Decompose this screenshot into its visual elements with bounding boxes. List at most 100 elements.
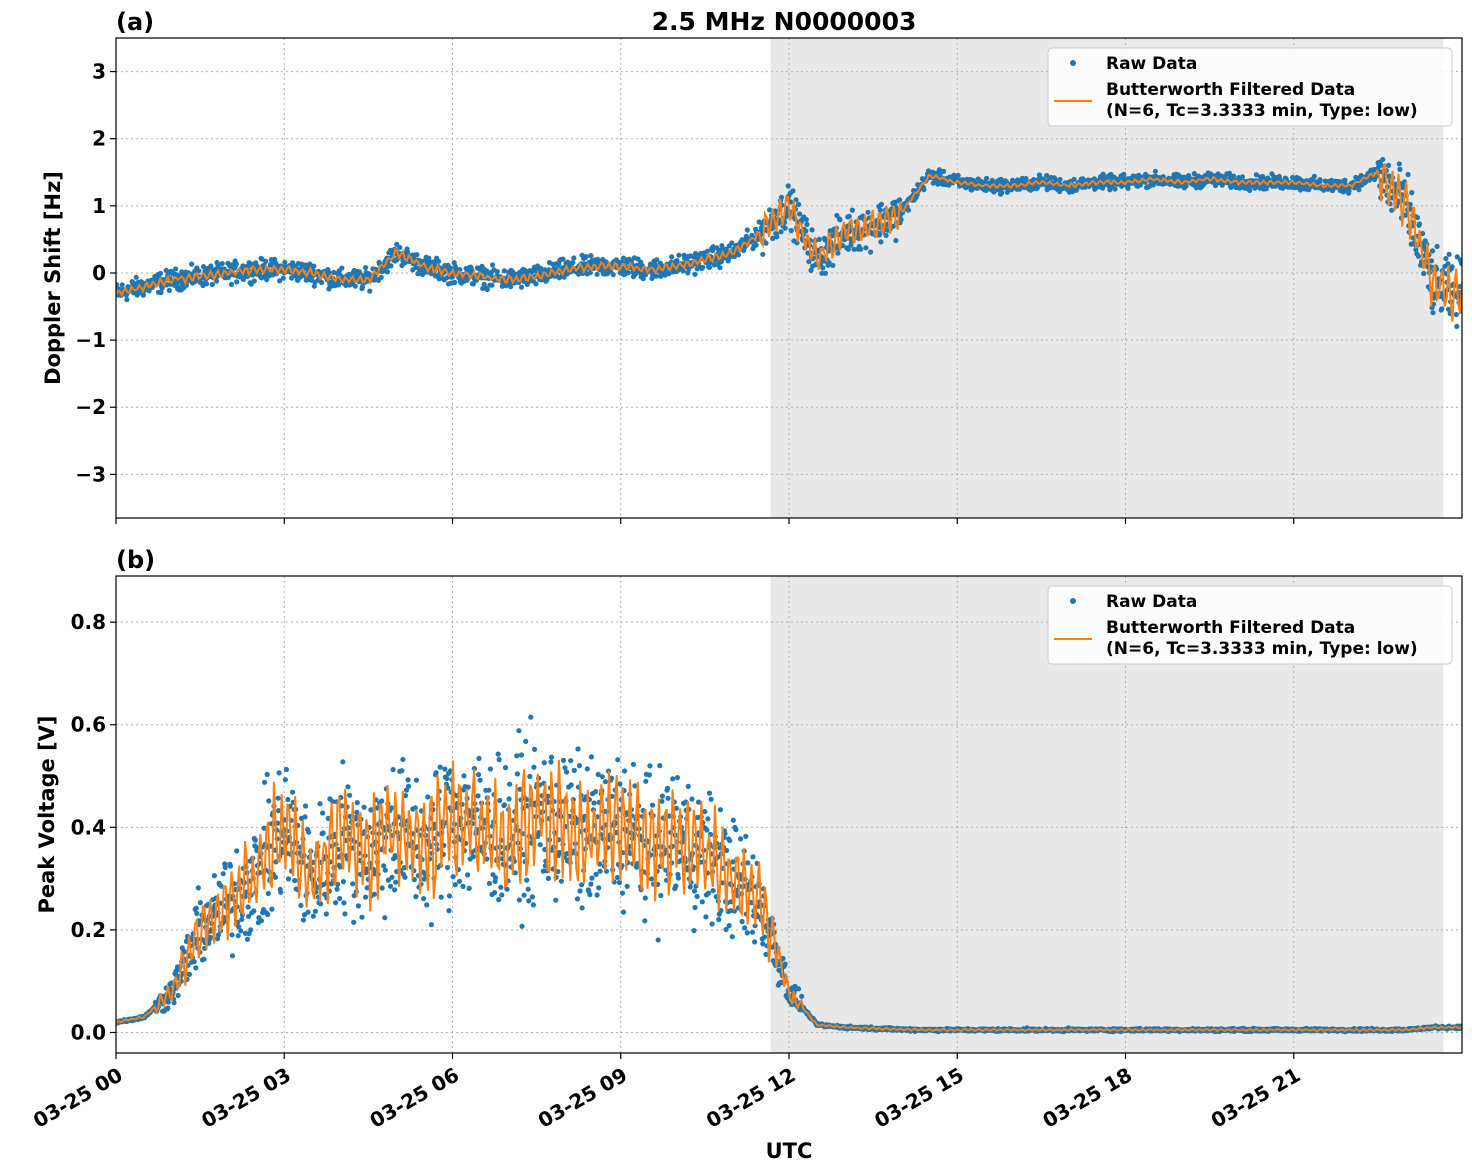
raw-data-point bbox=[1445, 306, 1452, 312]
raw-data-point bbox=[816, 236, 822, 242]
raw-data-point bbox=[579, 905, 585, 911]
raw-data-point bbox=[673, 883, 679, 889]
raw-data-point bbox=[311, 283, 317, 289]
raw-data-point bbox=[264, 277, 270, 283]
raw-data-point bbox=[1036, 172, 1042, 178]
chart-title: 2.5 MHz N0000003 bbox=[652, 7, 917, 36]
raw-data-point bbox=[445, 785, 451, 791]
raw-data-point bbox=[402, 874, 408, 880]
raw-data-point bbox=[666, 271, 672, 277]
raw-data-point bbox=[999, 190, 1005, 196]
raw-data-point bbox=[528, 714, 534, 720]
raw-data-point bbox=[790, 188, 796, 194]
raw-data-point bbox=[263, 258, 269, 264]
raw-data-point bbox=[484, 286, 490, 293]
raw-data-point bbox=[596, 885, 602, 891]
raw-data-point bbox=[312, 908, 318, 914]
raw-data-point bbox=[568, 758, 574, 764]
filtered-data-line bbox=[116, 163, 1462, 322]
raw-data-point bbox=[320, 830, 326, 836]
raw-data-point bbox=[275, 795, 281, 801]
raw-data-point bbox=[163, 267, 169, 273]
raw-data-point bbox=[245, 904, 251, 910]
raw-data-point bbox=[285, 796, 291, 803]
raw-data-point bbox=[426, 255, 432, 261]
raw-data-point bbox=[941, 168, 947, 174]
raw-data-point bbox=[730, 817, 736, 823]
raw-data-point bbox=[465, 872, 471, 878]
raw-data-point bbox=[1415, 253, 1422, 259]
raw-data-point bbox=[653, 273, 659, 279]
raw-data-point bbox=[514, 753, 520, 759]
raw-data-point bbox=[591, 800, 597, 806]
raw-data-point bbox=[1378, 162, 1384, 168]
raw-data-point bbox=[300, 917, 307, 923]
legend-filtered-label: Butterworth Filtered Data bbox=[1106, 80, 1355, 100]
raw-data-point bbox=[311, 263, 317, 269]
raw-data-point bbox=[165, 999, 171, 1005]
raw-data-point bbox=[1186, 173, 1192, 179]
raw-data-point bbox=[234, 279, 240, 285]
raw-data-point bbox=[499, 892, 505, 898]
raw-data-point bbox=[630, 761, 637, 767]
raw-data-point bbox=[699, 899, 705, 905]
raw-data-point bbox=[724, 847, 730, 854]
raw-data-point bbox=[403, 787, 410, 793]
raw-data-point bbox=[492, 890, 498, 896]
legend-raw-label: Raw Data bbox=[1106, 54, 1197, 74]
raw-data-point bbox=[229, 953, 236, 959]
raw-data-point bbox=[389, 874, 395, 880]
raw-data-point bbox=[820, 265, 826, 271]
raw-data-point bbox=[413, 777, 419, 783]
raw-data-point bbox=[361, 804, 367, 810]
raw-data-point bbox=[658, 273, 664, 279]
raw-data-point bbox=[649, 802, 656, 808]
raw-data-point bbox=[280, 275, 286, 281]
raw-data-point bbox=[342, 911, 348, 917]
raw-data-point bbox=[803, 216, 809, 223]
raw-data-point bbox=[1397, 166, 1403, 172]
raw-data-point bbox=[282, 777, 288, 783]
raw-data-point bbox=[425, 794, 431, 800]
raw-data-point bbox=[501, 268, 507, 274]
raw-data-point bbox=[763, 951, 769, 958]
raw-data-point bbox=[1420, 230, 1426, 237]
raw-data-point bbox=[863, 245, 869, 251]
raw-data-point bbox=[632, 783, 638, 789]
raw-data-point bbox=[1342, 177, 1348, 183]
raw-data-point bbox=[489, 262, 496, 268]
raw-data-point bbox=[1409, 190, 1415, 196]
raw-data-point bbox=[614, 874, 620, 881]
raw-data-point bbox=[405, 777, 411, 783]
raw-data-point bbox=[583, 254, 589, 260]
raw-data-point bbox=[233, 261, 239, 267]
raw-data-point bbox=[514, 771, 521, 777]
raw-data-point bbox=[487, 766, 493, 772]
raw-data-point bbox=[442, 766, 448, 772]
raw-data-point bbox=[400, 756, 406, 763]
y-tick-label: 3 bbox=[92, 60, 106, 84]
raw-data-point bbox=[738, 836, 744, 842]
raw-data-point bbox=[744, 930, 750, 936]
raw-data-point bbox=[1277, 176, 1283, 182]
raw-data-point bbox=[729, 240, 735, 246]
raw-data-point bbox=[406, 783, 412, 789]
raw-data-point bbox=[647, 763, 653, 769]
raw-data-point bbox=[276, 770, 282, 776]
raw-data-point bbox=[568, 782, 574, 788]
raw-data-point bbox=[594, 271, 600, 277]
raw-data-point bbox=[1346, 188, 1352, 194]
raw-data-point bbox=[704, 827, 710, 833]
raw-data-point bbox=[808, 267, 814, 273]
raw-data-point bbox=[399, 768, 405, 774]
raw-data-point bbox=[213, 278, 220, 284]
raw-data-point bbox=[382, 867, 388, 873]
raw-data-point bbox=[195, 885, 201, 891]
raw-data-point bbox=[858, 246, 864, 252]
raw-data-point bbox=[428, 922, 434, 928]
raw-data-point bbox=[673, 805, 680, 811]
raw-data-point bbox=[493, 875, 499, 881]
raw-data-point bbox=[1416, 221, 1423, 227]
y-tick-label: 2 bbox=[92, 127, 106, 151]
